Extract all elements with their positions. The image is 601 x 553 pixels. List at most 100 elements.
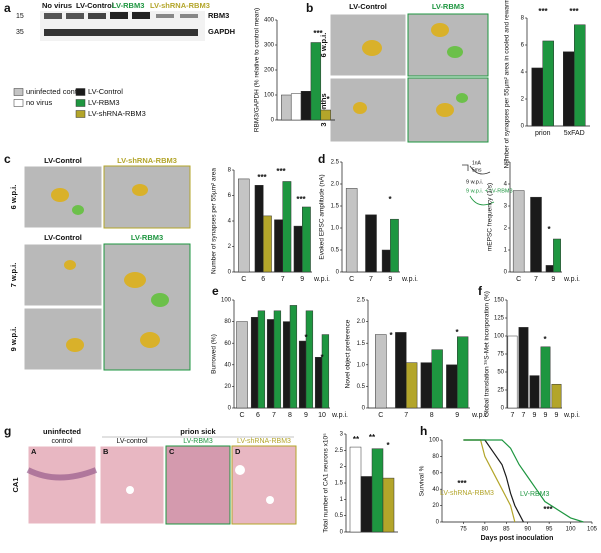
annotation: *** — [257, 173, 267, 182]
annotation: *** — [538, 7, 548, 16]
panel-label: f — [478, 284, 483, 298]
column-label: LV-RBM3 — [131, 233, 163, 242]
bar — [281, 94, 292, 121]
marker-label: 15 — [16, 13, 24, 20]
x-tick-label: 6 — [261, 276, 265, 283]
panel-label: e — [212, 284, 219, 298]
bar — [290, 93, 302, 121]
x-axis-label: w.p.i. — [331, 412, 348, 419]
survival-line — [463, 439, 584, 523]
legend-label: LV-Control — [88, 87, 123, 96]
bar — [390, 218, 399, 273]
x-tick-label: 7 — [534, 276, 538, 283]
bar — [263, 215, 272, 273]
x-tick-label: 100 — [566, 527, 577, 533]
x-axis-label: w.p.i. — [313, 276, 330, 283]
bar — [446, 364, 458, 409]
panel-label: a — [4, 1, 11, 15]
column-label: LV-shRNA-RBM3 — [237, 438, 291, 445]
y-tick-label: 2 — [504, 226, 508, 232]
y-tick-label: 0 — [362, 406, 366, 412]
x-tick-label: C — [239, 412, 244, 419]
row-label: CA1 — [11, 477, 20, 492]
bar — [236, 321, 248, 409]
bar — [273, 310, 282, 409]
x-tick-label: 9 — [300, 276, 304, 283]
column-label: LV-Control — [349, 2, 387, 11]
y-tick-label: 3 — [340, 432, 344, 438]
annotation: * — [389, 331, 393, 340]
y-tick-label: 5 — [504, 160, 508, 166]
x-tick-label: C — [241, 276, 246, 283]
y-tick-label: 8 — [521, 16, 525, 22]
image-letter: C — [169, 447, 175, 456]
image-letter: A — [31, 447, 37, 456]
bar — [540, 346, 551, 409]
y-tick-label: 1.0 — [331, 226, 340, 232]
y-tick-label: 4 — [228, 219, 232, 225]
y-tick-label: 1.5 — [335, 481, 344, 487]
trace — [462, 164, 491, 175]
y-tick-label: 0.5 — [331, 248, 340, 254]
y-tick-label: 20 — [224, 384, 231, 390]
survival-line — [463, 439, 524, 523]
y-axis-label: Number of synapses per 55µm² area in coo… — [504, 0, 511, 168]
y-tick-label: 2 — [228, 244, 232, 250]
y-tick-label: 100 — [221, 298, 232, 304]
bar — [289, 305, 298, 409]
bar — [365, 214, 377, 273]
bar — [349, 446, 362, 533]
panel-label: d — [318, 152, 325, 166]
y-tick-label: 100 — [264, 93, 275, 99]
band-label: RBM3 — [208, 11, 229, 20]
inset-label: 9 w.p.i. — [466, 179, 484, 185]
y-tick-label: 2 — [521, 97, 525, 103]
x-tick-label: C — [516, 276, 521, 283]
column-label: LV-RBM3 — [432, 2, 464, 11]
panel-label: b — [306, 1, 313, 15]
panel-label: g — [4, 424, 11, 438]
row-label: 6 w.p.i. — [319, 33, 328, 58]
y-tick-label: 1.0 — [357, 362, 366, 368]
y-tick-label: 1 — [340, 497, 344, 503]
y-tick-label: 0 — [340, 530, 344, 536]
x-tick-label: 9 — [555, 412, 559, 419]
bar — [420, 362, 433, 409]
annotation: *** — [569, 7, 579, 16]
group-label: prion sick — [180, 427, 216, 436]
marker-label: 35 — [16, 29, 24, 36]
row-label: 6 w.p.i. — [9, 185, 18, 210]
bar — [375, 334, 387, 409]
y-tick-label: 4 — [504, 182, 508, 188]
y-tick-label: 300 — [264, 43, 275, 49]
legend-swatch — [75, 88, 86, 96]
bar — [542, 40, 554, 127]
y-tick-label: 80 — [224, 319, 231, 325]
x-axis-label: w.p.i. — [471, 412, 488, 419]
bar — [530, 196, 542, 273]
x-tick-label: 9 — [533, 412, 537, 419]
micrographs-b — [329, 13, 489, 143]
bar — [381, 249, 391, 273]
bar — [250, 317, 259, 409]
y-tick-label: 0 — [228, 406, 232, 412]
scale-label: 5ms — [472, 167, 482, 173]
column-label: LV-shRNA-RBM3 — [117, 156, 177, 165]
x-tick-label: 7 — [522, 412, 526, 419]
legend-label: LV-shRNA-RBM3 — [440, 490, 494, 497]
y-tick-label: 2.5 — [357, 298, 366, 304]
bar — [310, 42, 322, 121]
y-tick-label: 2.0 — [331, 182, 340, 188]
y-tick-label: 60 — [432, 470, 439, 476]
y-tick-label: 80 — [432, 454, 439, 460]
y-tick-label: 0.5 — [335, 513, 344, 519]
y-tick-label: 0 — [336, 270, 340, 276]
x-tick-label: 10 — [318, 412, 326, 419]
bar — [531, 67, 543, 127]
x-tick-label: 8 — [430, 412, 434, 419]
legend-label: LV-RBM3 — [520, 491, 550, 498]
y-axis-label: RBM3/GAPDH (% relative to control mean) — [254, 8, 261, 132]
x-tick-label: 105 — [587, 527, 598, 533]
annotation: ** — [369, 433, 376, 442]
